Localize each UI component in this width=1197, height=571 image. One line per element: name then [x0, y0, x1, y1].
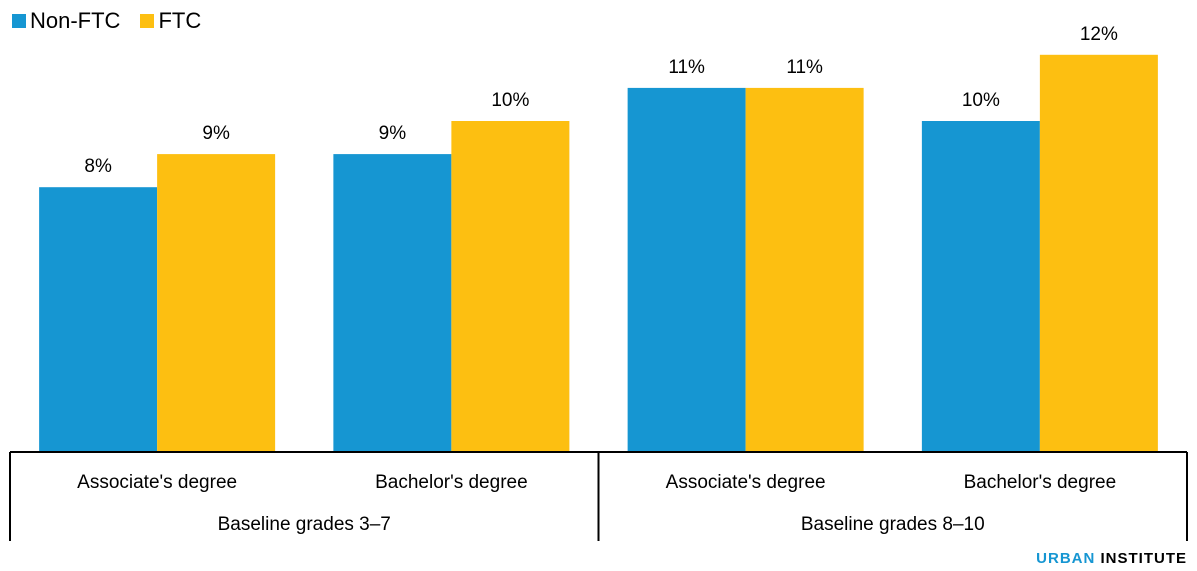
bar-ftc-0	[157, 154, 276, 452]
data-label-ftc-1: 10%	[491, 90, 529, 111]
legend-label-ftc: FTC	[158, 8, 202, 33]
bar-non-ftc-2	[627, 87, 746, 453]
group-label-1: Baseline grades 8–10	[801, 514, 985, 535]
data-label-non-ftc-0: 8%	[84, 156, 112, 177]
category-label-3: Bachelor's degree	[964, 472, 1117, 493]
legend: Non-FTC FTC	[12, 6, 201, 36]
bar-non-ftc-0	[39, 187, 158, 452]
bar-ftc-1	[451, 121, 570, 452]
category-label-2: Associate's degree	[666, 472, 826, 493]
brand-part1: URBAN	[1036, 550, 1096, 567]
legend-label-non-ftc: Non-FTC	[30, 8, 121, 33]
data-label-ftc-0: 9%	[202, 123, 230, 144]
data-label-ftc-3: 12%	[1080, 24, 1118, 45]
bar-non-ftc-3	[921, 121, 1040, 452]
brand-part2: INSTITUTE	[1100, 550, 1187, 567]
group-label-0: Baseline grades 3–7	[218, 514, 391, 535]
urban-institute-logo: URBAN INSTITUTE	[1036, 550, 1187, 568]
data-label-non-ftc-1: 9%	[379, 123, 407, 144]
data-label-non-ftc-2: 11%	[668, 57, 705, 78]
bar-ftc-3	[1039, 54, 1158, 453]
category-label-0: Associate's degree	[77, 472, 237, 493]
bar-ftc-2	[745, 87, 864, 453]
bar-non-ftc-1	[333, 154, 452, 452]
legend-item-ftc: FTC	[140, 8, 201, 34]
legend-item-non-ftc: Non-FTC	[12, 8, 120, 34]
category-label-1: Bachelor's degree	[375, 472, 528, 493]
data-label-ftc-2: 11%	[786, 57, 823, 78]
legend-swatch-ftc	[140, 14, 155, 28]
data-label-non-ftc-3: 10%	[962, 90, 1000, 111]
legend-swatch-non-ftc	[12, 14, 26, 28]
